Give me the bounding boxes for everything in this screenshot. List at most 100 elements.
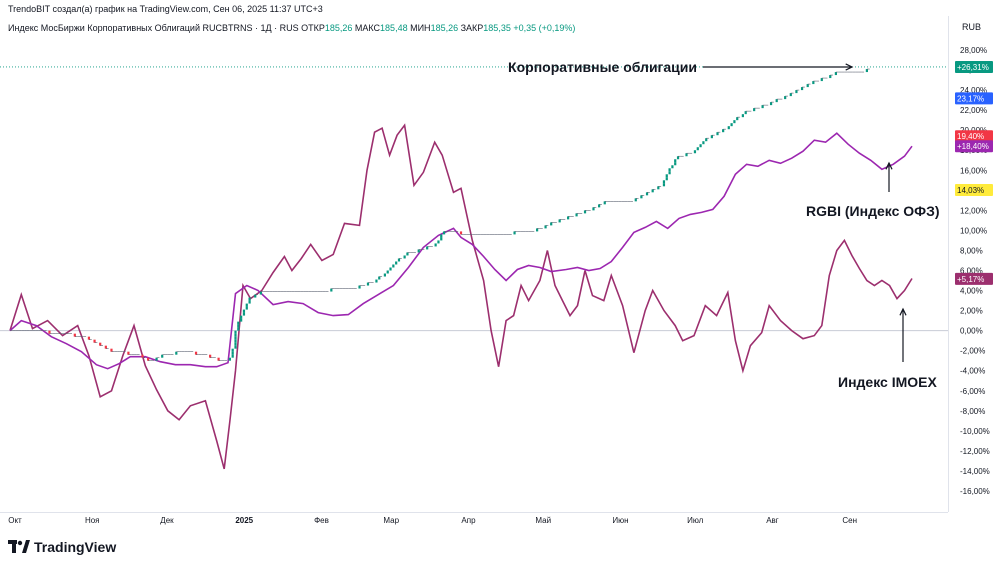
x-tick-label: Июл xyxy=(687,516,704,525)
renko-brick-up xyxy=(383,273,386,277)
renko-brick-up xyxy=(513,231,516,235)
badge-yellow-bg xyxy=(955,184,993,197)
currency-label[interactable]: RUB xyxy=(962,22,982,32)
renko-brick-down xyxy=(110,348,113,352)
y-tick-label: -12,00% xyxy=(960,447,990,456)
renko-brick-up xyxy=(366,282,370,286)
y-tick-label: 8,00% xyxy=(960,246,983,255)
renko-brick-up xyxy=(710,135,713,139)
renko-brick-up xyxy=(375,279,378,283)
renko-brick-up xyxy=(800,87,804,91)
annotations: Корпоративные облигации RGBI (Индекс ОФЗ)… xyxy=(508,59,939,390)
x-tick-label: Апр xyxy=(461,516,476,525)
renko-bricks xyxy=(0,66,948,362)
renko-brick-up xyxy=(237,324,240,328)
renko-brick-up xyxy=(558,219,561,223)
renko-brick-up xyxy=(674,159,677,163)
renko-brick-up xyxy=(245,303,248,307)
arrow-corporate-bonds-head xyxy=(845,63,854,71)
x-tick-label: Фев xyxy=(314,516,329,525)
renko-brick-down xyxy=(127,351,130,355)
legend-low-value: 185,26 xyxy=(430,23,459,33)
renko-brick-up xyxy=(237,321,240,325)
renko-brick-down xyxy=(104,345,107,349)
renko-brick-up xyxy=(733,120,736,124)
badge-blue-bg xyxy=(955,92,993,105)
renko-brick-up xyxy=(155,357,158,361)
renko-brick-up xyxy=(676,156,680,160)
y-tick-label: 2,00% xyxy=(960,307,983,316)
y-tick-label: 4,00% xyxy=(960,287,983,296)
renko-brick-up xyxy=(392,264,395,268)
renko-brick-up xyxy=(330,288,333,292)
renko-brick-up xyxy=(865,69,868,73)
renko-brick-up xyxy=(674,162,677,166)
renko-brick-up xyxy=(753,108,756,112)
renko-brick-up xyxy=(234,345,237,349)
price-badges: +26,31% 23,17% 19,40% 14,03% +18,40% +5,17% xyxy=(955,60,993,285)
renko-brick-up xyxy=(544,225,547,229)
renko-brick-up xyxy=(437,240,440,244)
renko-brick-up xyxy=(254,294,257,298)
y-tick-label: -10,00% xyxy=(960,427,990,436)
renko-brick-up xyxy=(651,189,654,193)
renko-brick-up xyxy=(583,210,587,214)
renko-brick-up xyxy=(685,153,688,157)
renko-brick-up xyxy=(744,111,747,115)
grid-lines xyxy=(0,16,949,513)
renko-brick-down xyxy=(48,330,51,334)
renko-brick-up xyxy=(696,147,699,151)
renko-brick-down xyxy=(209,354,212,358)
legend-close-value: 185,35 xyxy=(483,23,511,33)
y-tick-label: -6,00% xyxy=(960,387,985,396)
renko-brick-up xyxy=(693,150,697,154)
y-tick-label: 12,00% xyxy=(960,206,987,215)
renko-brick-up xyxy=(575,213,578,217)
y-tick-label: -8,00% xyxy=(960,407,985,416)
renko-brick-up xyxy=(820,78,823,82)
badge-imoex-text: +5,17% xyxy=(957,275,984,284)
tradingview-logo[interactable]: TradingView xyxy=(8,539,116,555)
renko-brick-up xyxy=(795,90,798,94)
legend-high-value: 185,48 xyxy=(380,23,408,33)
renko-brick-up xyxy=(240,318,243,322)
renko-brick-up xyxy=(727,126,730,130)
renko-brick-down xyxy=(147,357,150,361)
y-axis[interactable]: 28,00%26,00%24,00%22,00%20,00%18,00%16,0… xyxy=(960,46,990,496)
badge-corporate-bonds-text: +26,31% xyxy=(957,63,989,72)
y-tick-label: 22,00% xyxy=(960,106,987,115)
y-tick-label: 28,00% xyxy=(960,46,987,55)
y-tick-label: 16,00% xyxy=(960,166,987,175)
renko-brick-down xyxy=(459,231,463,235)
renko-brick-up xyxy=(417,249,420,253)
legend-open-label: ОТКР xyxy=(301,23,325,33)
renko-brick-up xyxy=(741,114,744,118)
chart-attribution: TrendoBIT создал(а) график на TradingVie… xyxy=(8,4,323,14)
renko-brick-up xyxy=(234,339,237,343)
legend-change: +0,35 (+0,19%) xyxy=(513,23,576,33)
renko-brick-up xyxy=(237,327,240,331)
renko-brick-up xyxy=(668,171,671,175)
y-tick-label: 6,00% xyxy=(960,267,983,276)
renko-brick-up xyxy=(234,336,237,340)
renko-brick-up xyxy=(645,192,649,196)
renko-brick-up xyxy=(702,141,705,145)
renko-brick-up xyxy=(699,144,702,148)
badge-red-text: 19,40% xyxy=(957,132,984,141)
renko-brick-up xyxy=(358,285,361,289)
y-tick-label: -4,00% xyxy=(960,367,985,376)
renko-brick-up xyxy=(662,183,666,187)
renko-brick-up xyxy=(775,99,778,103)
renko-brick-up xyxy=(598,204,601,208)
x-tick-label: Мар xyxy=(383,516,399,525)
renko-brick-up xyxy=(245,306,248,310)
legend-low-label: МИН xyxy=(410,23,431,33)
renko-brick-up xyxy=(668,168,671,172)
x-tick-label: Май xyxy=(535,516,551,525)
renko-brick-up xyxy=(248,297,251,301)
renko-brick-up xyxy=(242,309,246,313)
renko-brick-up xyxy=(640,195,643,199)
symbol-legend[interactable]: Индекс МосБиржи Корпоративных Облигаций … xyxy=(8,23,575,33)
x-axis[interactable]: Окт Ноя Дек 2025 Фев Мар Апр Май Июн Июл Авг Сен xyxy=(8,516,857,525)
